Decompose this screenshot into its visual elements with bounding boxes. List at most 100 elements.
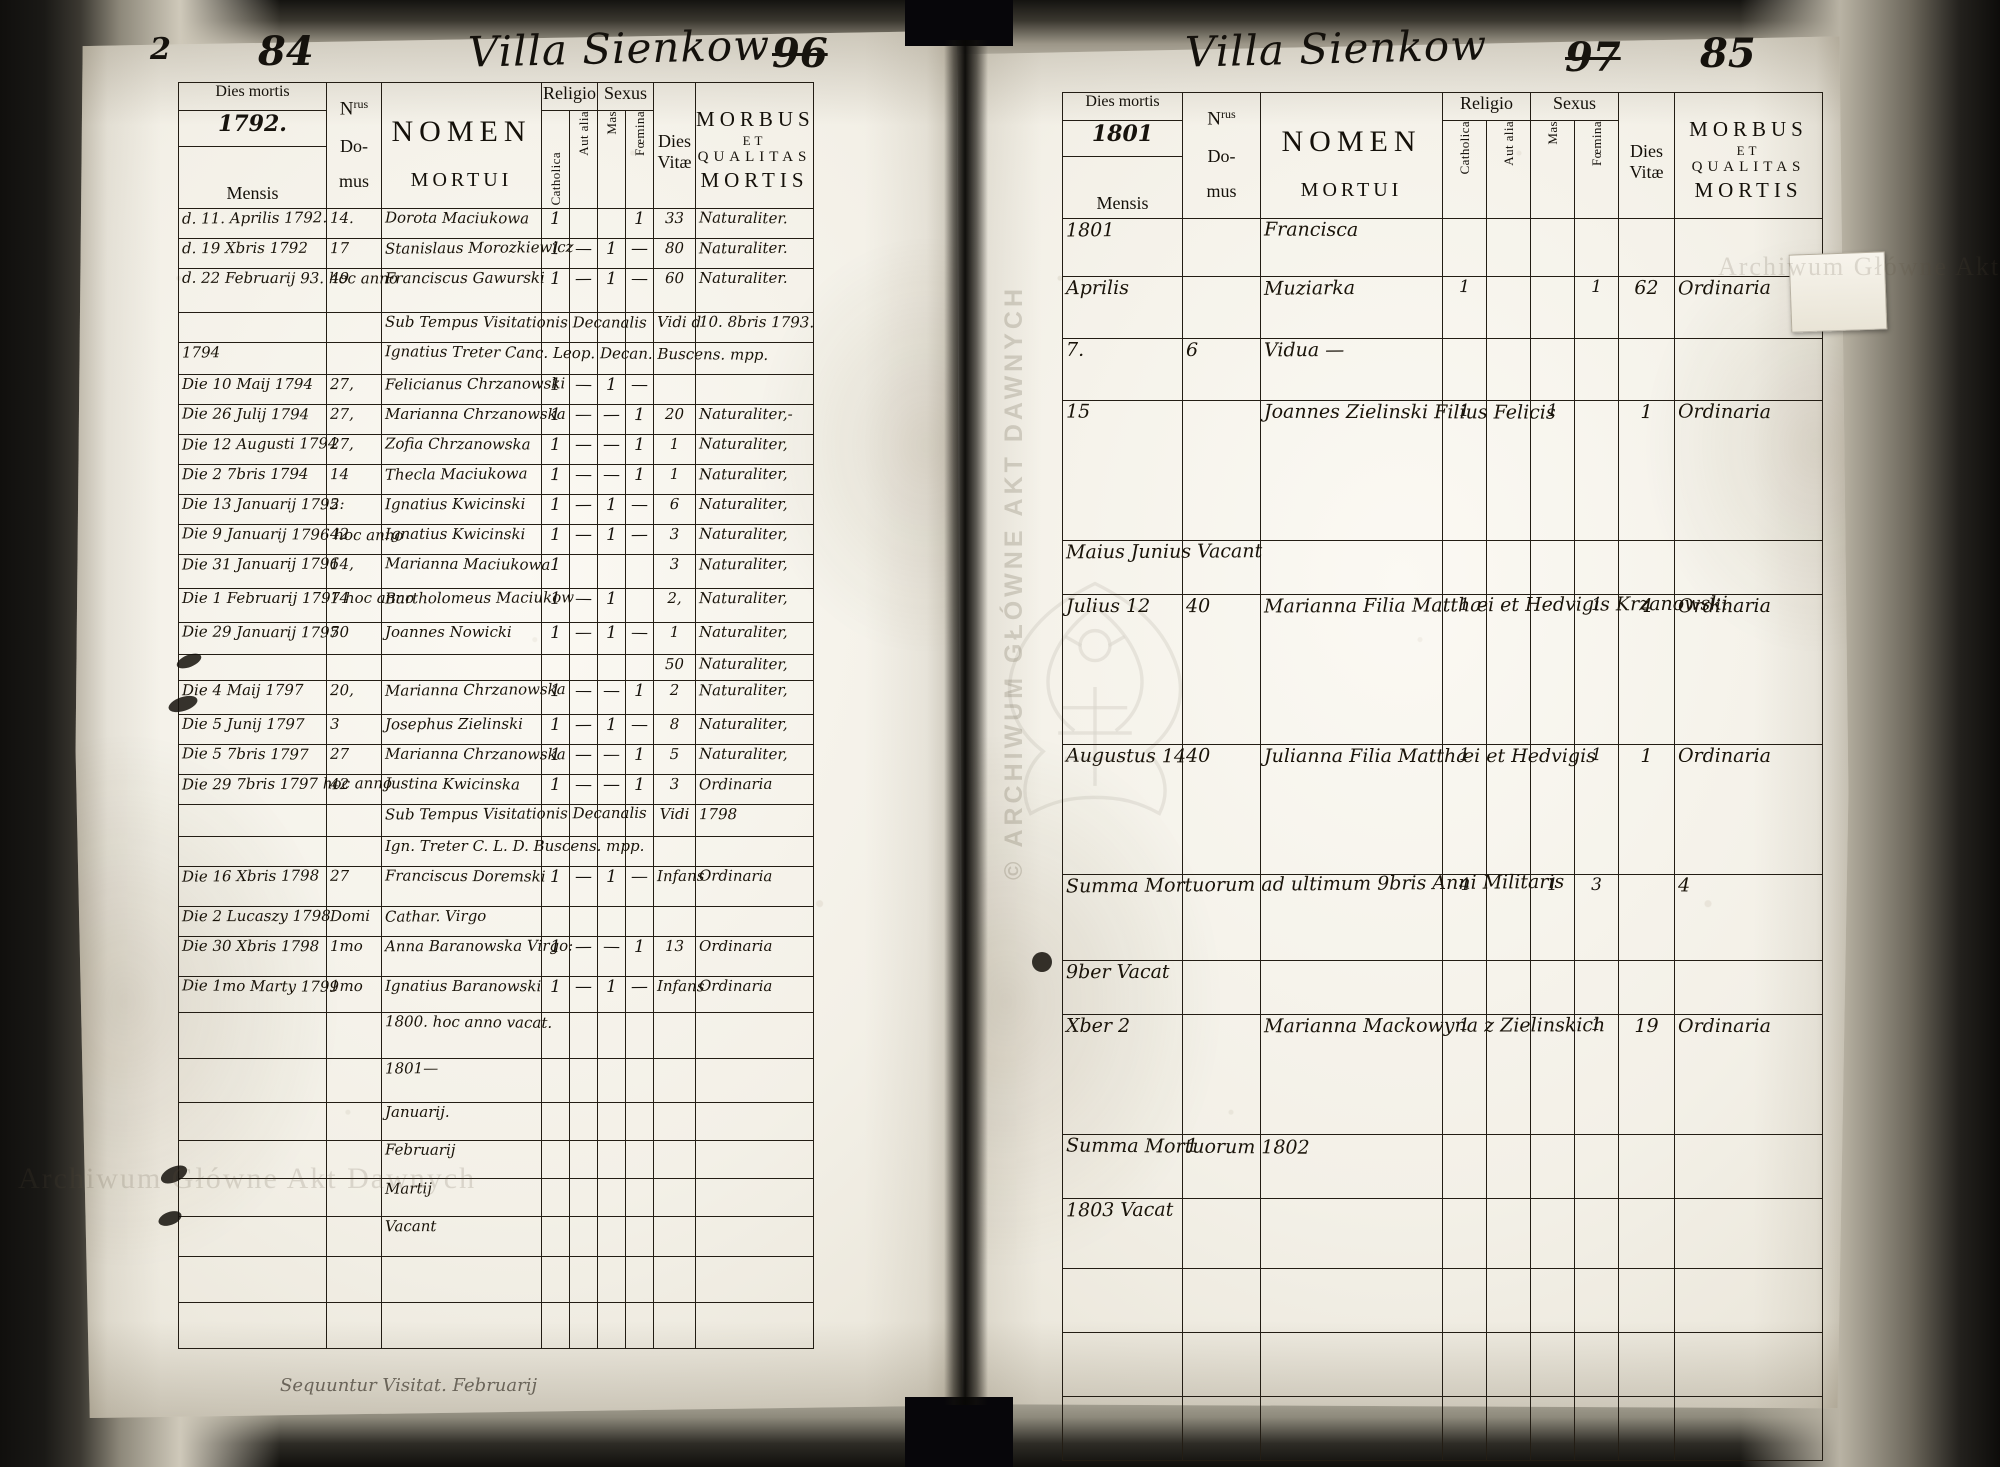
left-register-table: Dies mortis Nrus Do- mus NOMEN MORTUI Re… (178, 82, 814, 1349)
cell-domus (326, 804, 382, 837)
cell-text-nomen: Muziarka (1263, 276, 1356, 300)
cell-text-domus (1183, 1199, 1260, 1202)
cell-text-domus (327, 1179, 381, 1181)
header-domus-line2: mus (338, 171, 369, 192)
cell-text-alia: — (574, 494, 593, 516)
cell-text-dies (1619, 339, 1674, 341)
cell-nomen: Marianna Chrzanowska (381, 404, 566, 435)
cell-fem: 1 (624, 680, 655, 715)
header-aut-alia-right: Aut alia (1500, 121, 1516, 166)
table-row: Januarij. (178, 1102, 815, 1141)
cell-nomen: Josephus Zielinski (381, 714, 542, 745)
cell-text-fem: 1 (633, 404, 646, 426)
cell-nomen: Bartholomeus Maciukow (381, 588, 574, 623)
cell-text-nomen: Stanislaus Morozkiewicz (384, 237, 574, 258)
cell-empty (381, 1302, 542, 1349)
cell-morbus: Naturaliter. (695, 268, 815, 313)
cell-alia: — (569, 434, 598, 465)
cell-mas (597, 906, 626, 937)
cell-domus: 42 (326, 774, 382, 805)
cell-text-alia: — (574, 680, 593, 702)
cell-empty (695, 1302, 815, 1349)
cell-morbus (1674, 540, 1824, 595)
ink-blot-5 (1032, 952, 1052, 972)
cell-text-date: Die 16 Xbris 1798 (181, 866, 320, 886)
cell-text-morbus: Naturaliter, (698, 554, 788, 574)
cell-text-morbus: Naturaliter, (698, 588, 788, 608)
cell-domus (1182, 960, 1261, 1015)
cell-text-morbus: Naturaliter. (699, 269, 788, 287)
cell-alia (1486, 1198, 1531, 1269)
cell-text-date: Die 10 Maij 1794 (182, 375, 314, 393)
cell-cath: 1 (541, 404, 570, 435)
cell-morbus: Naturaliter, (695, 554, 815, 589)
cell-date: Julius 12 (1062, 594, 1183, 745)
header-morbus-right: MORBUS (1689, 117, 1808, 141)
cell-dies: 6 (653, 494, 697, 525)
cell-text-dies (1619, 1199, 1674, 1201)
cell-dies (653, 1012, 697, 1059)
cell-text-dies: 2, (667, 589, 682, 607)
header-foemina-right: Fœmina (1588, 121, 1604, 167)
cell-mas: 1 (597, 494, 626, 525)
cell-text-cath: 1 (550, 866, 561, 888)
cell-nomen: Ignatius Kwicinski (381, 524, 542, 555)
cell-cath (1442, 540, 1487, 595)
cell-text-cath: 1 (549, 374, 562, 396)
cell-text-dies: Vidi (659, 805, 690, 823)
cell-morbus: 10. 8bris 1793. (695, 312, 814, 343)
cell-text-dies: 50 (664, 654, 685, 674)
cell-domus: 20, (326, 680, 382, 715)
cell-empty (178, 1302, 327, 1349)
cell-text-date: Die 26 Julij 1794 (181, 404, 310, 424)
cell-empty (1674, 1268, 1824, 1333)
cell-fem (624, 1102, 655, 1141)
cell-cath: 1 (541, 208, 570, 239)
right-villa-caption: Villa Sienkow (1184, 20, 1488, 77)
cell-dies: 50 (653, 654, 697, 681)
cell-text-dies: 13 (664, 936, 685, 956)
cell-cath: 1 (541, 622, 570, 655)
header-mortui: MORTUI (410, 169, 513, 191)
table-row: 1801— (178, 1058, 815, 1103)
cell-text-domus: 49 (330, 269, 350, 287)
cell-text-domus (327, 805, 381, 807)
cell-cath (1442, 1198, 1487, 1269)
cell-text-morbus: Naturaliter, (698, 654, 788, 674)
cell-nomen: Marianna Chrzanowska (381, 744, 566, 775)
cell-morbus (1674, 1198, 1824, 1269)
cell-text-fem: 1 (634, 208, 645, 230)
cell-morbus (1674, 960, 1824, 1015)
cell-text-date: Die 2 Lucaszy 1798 (181, 906, 331, 926)
cell-text-alia: — (574, 374, 593, 396)
cell-text-mas: — (602, 404, 621, 426)
cell-text-date (179, 1140, 326, 1143)
cell-text-nomen: Marianna Mackowyna z Zielinskich (1263, 1014, 1606, 1038)
cell-text-morbus: Naturaliter,- (698, 404, 793, 424)
cell-text-cath: 1 (549, 238, 562, 260)
cell-text-dies: 3 (669, 554, 680, 574)
header-vitae-right: Vitæ (1629, 162, 1664, 182)
cell-alia: — (569, 866, 598, 907)
cell-text-cath: 1 (550, 745, 561, 765)
cell-text-date: Xber 2 (1065, 1014, 1131, 1038)
cell-domus: 17 (326, 238, 382, 269)
cell-fem: — (624, 714, 655, 745)
cell-alia (569, 1058, 598, 1103)
cell-text-morbus: Ordinaria (699, 937, 773, 955)
cell-text-nomen: Martij (384, 1179, 433, 1198)
cell-cath: 1 (541, 374, 570, 405)
table-row: Maius Junius Vacant (1062, 540, 1824, 595)
cell-domus: 40 (1182, 594, 1261, 745)
cell-dies: 8 (653, 714, 697, 745)
cell-domus: 14. (326, 208, 382, 239)
cell-text-cath: 1 (549, 588, 562, 610)
cell-text-domus (327, 313, 381, 315)
cell-text-nomen: Sub Tempus Visitationis Decanalis (384, 312, 647, 332)
cell-text-mas: — (602, 434, 621, 456)
cell-fem: 1 (624, 434, 655, 465)
cell-alia (1486, 338, 1531, 401)
paper-repair-sticker (1788, 251, 1888, 333)
cell-text-date: Augustus 14 (1065, 744, 1187, 768)
cell-date: Die 16 Xbris 1798 (178, 866, 327, 907)
